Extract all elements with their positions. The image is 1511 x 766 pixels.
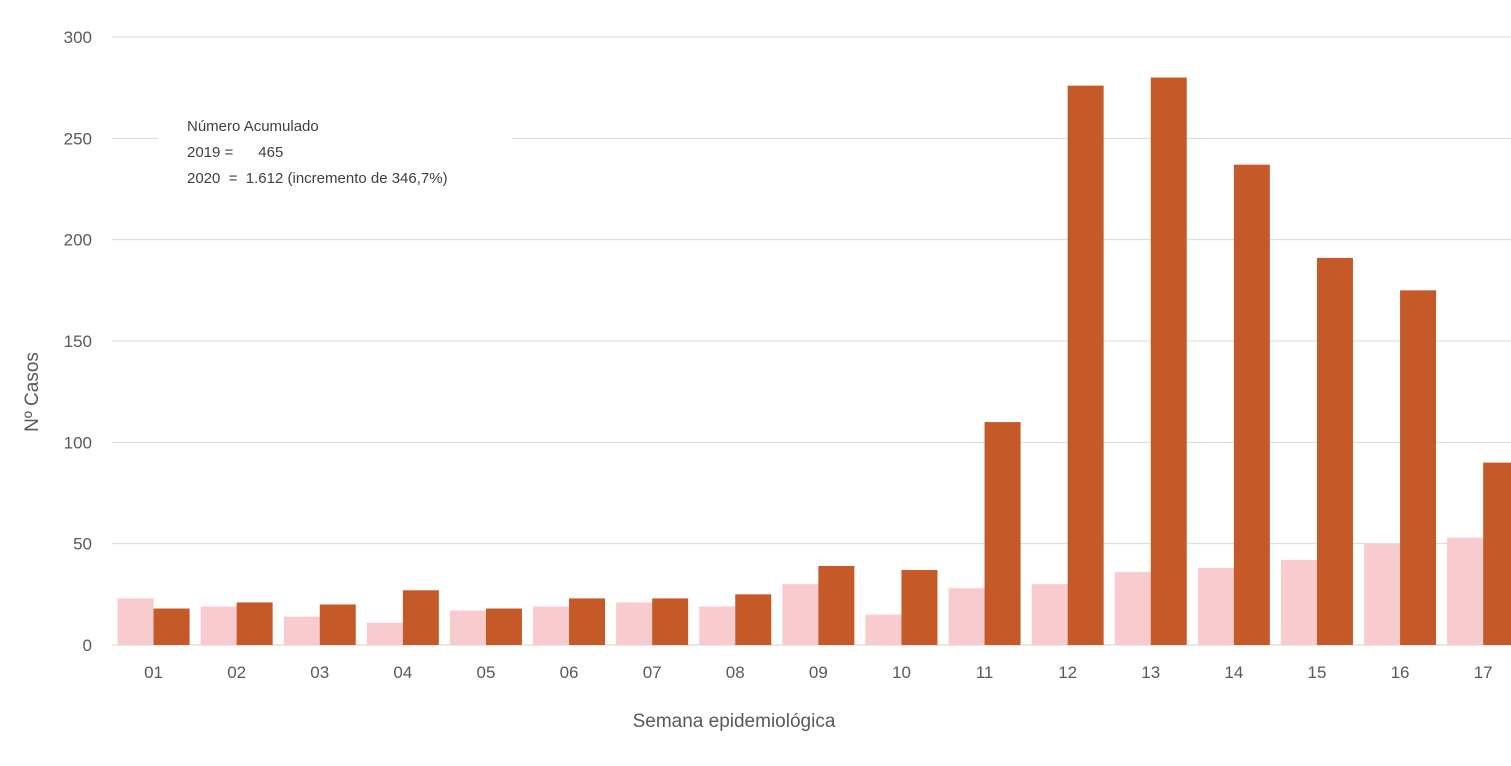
x-tick-label: 15 (1307, 663, 1326, 682)
x-tick-label: 04 (393, 663, 412, 682)
bar-series2-04 (402, 590, 439, 645)
bar-series1-11 (948, 588, 985, 645)
x-tick-label: 03 (310, 663, 329, 682)
bar-series2-06 (569, 598, 606, 645)
bar-series1-05 (449, 610, 486, 645)
y-tick-label: 50 (73, 535, 92, 554)
bar-series2-07 (652, 598, 689, 645)
bar-series2-03 (319, 604, 356, 645)
bar-series2-15 (1316, 257, 1353, 645)
bar-series1-01 (117, 598, 154, 645)
y-tick-label: 100 (64, 433, 92, 452)
gridlines (112, 36, 1511, 646)
bar-series1-09 (782, 584, 819, 645)
bar-series2-11 (984, 422, 1021, 645)
bar-series2-08 (735, 594, 772, 645)
bar-series2-16 (1400, 290, 1437, 645)
bar-series1-13 (1114, 572, 1151, 645)
bar-series1-10 (865, 614, 902, 645)
y-tick-label: 300 (64, 28, 92, 47)
bar-series1-02 (200, 606, 237, 645)
y-tick-labels: 0 50 100 150 200 250 300 (64, 28, 92, 655)
bar-series1-08 (699, 606, 736, 645)
bar-series2-01 (153, 608, 190, 645)
x-tick-label: 10 (892, 663, 911, 682)
x-tick-label: 17 (1474, 663, 1493, 682)
x-tick-labels: 01 02 03 04 05 06 07 08 09 10 11 12 13 14 15 16 17 (144, 663, 1493, 682)
x-axis-title: Semana epidemiológica (633, 711, 836, 732)
bar-series1-06 (533, 606, 570, 645)
x-tick-label: 16 (1391, 663, 1410, 682)
bar-series1-16 (1364, 543, 1401, 645)
y-axis-title: Nº Casos (22, 352, 43, 432)
annotation-2020: 2020 = 1.612 (incremento de 346,7%) (187, 170, 448, 187)
bar-series2-05 (485, 608, 522, 645)
x-tick-label: 13 (1141, 663, 1160, 682)
cumulative-annotation: Número Acumulado 2019 = 465 2020 = 1.612… (187, 118, 448, 187)
x-tick-label: 07 (643, 663, 662, 682)
bar-series1-07 (616, 602, 653, 645)
y-tick-label: 150 (64, 332, 92, 351)
bar-series2-09 (818, 565, 855, 645)
x-tick-label: 09 (809, 663, 828, 682)
x-tick-label: 01 (144, 663, 163, 682)
x-tick-label: 12 (1058, 663, 1077, 682)
bar-series2-14 (1233, 164, 1270, 645)
x-tick-label: 11 (976, 663, 994, 682)
x-tick-label: 02 (227, 663, 246, 682)
bar-series1-15 (1280, 559, 1317, 645)
bar-series1-14 (1197, 567, 1234, 645)
bar-series1-04 (366, 622, 403, 645)
x-tick-label: 06 (560, 663, 579, 682)
y-tick-label: 250 (64, 129, 92, 148)
annotation-title: Número Acumulado (187, 118, 319, 135)
bar-series1-03 (283, 616, 320, 645)
bar-series2-10 (901, 570, 938, 645)
x-tick-label: 05 (476, 663, 495, 682)
bars (117, 77, 1511, 645)
bar-series2-17 (1483, 462, 1511, 645)
bar-series2-13 (1150, 77, 1187, 645)
annotation-2019: 2019 = 465 (187, 144, 283, 161)
bar-series2-02 (236, 602, 273, 645)
bar-series1-17 (1447, 537, 1484, 645)
x-tick-label: 14 (1224, 663, 1243, 682)
y-tick-label: 200 (64, 231, 92, 250)
y-tick-label: 0 (83, 636, 92, 655)
bar-series2-12 (1067, 85, 1104, 645)
x-tick-label: 08 (726, 663, 745, 682)
bar-series1-12 (1031, 584, 1068, 645)
